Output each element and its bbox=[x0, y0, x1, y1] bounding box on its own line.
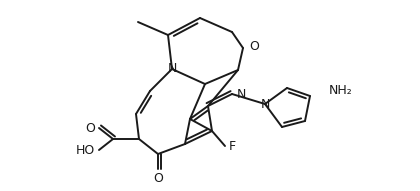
Text: O: O bbox=[153, 172, 163, 185]
Text: F: F bbox=[229, 141, 236, 154]
Text: N: N bbox=[167, 62, 177, 75]
Text: N: N bbox=[237, 87, 247, 100]
Text: HO: HO bbox=[76, 143, 95, 156]
Text: O: O bbox=[249, 40, 259, 53]
Text: NH₂: NH₂ bbox=[329, 84, 353, 97]
Text: N: N bbox=[260, 97, 270, 111]
Text: O: O bbox=[85, 121, 95, 134]
